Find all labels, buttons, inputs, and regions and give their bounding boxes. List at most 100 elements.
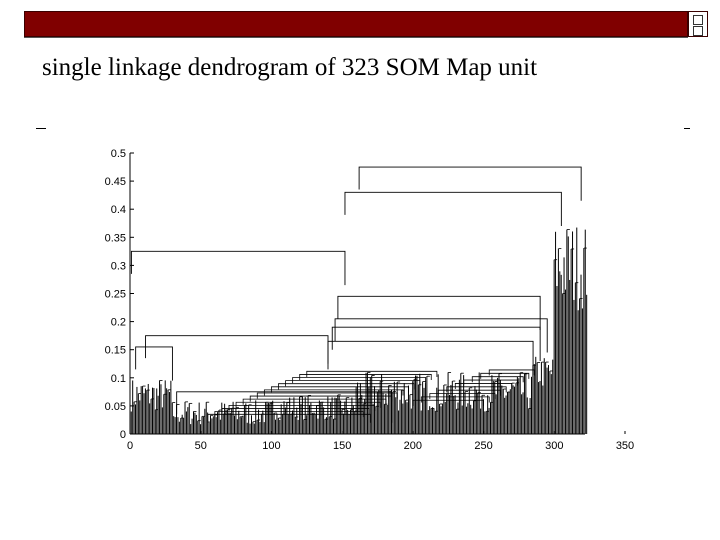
dendrogram-leaf [552, 359, 554, 434]
dendrogram-merge [463, 379, 518, 386]
dendrogram-leaf [518, 378, 520, 434]
dendrogram-leaf [576, 227, 578, 434]
dendrogram-leaf [420, 410, 422, 434]
dendrogram-leaf [277, 418, 279, 434]
dendrogram-leaf [522, 392, 524, 434]
dendrogram-leaf [557, 248, 559, 434]
dendrogram-leaf [170, 380, 172, 434]
dendrogram-leaf [284, 407, 286, 434]
dendrogram-leaf [194, 412, 196, 434]
dendrogram-leaf [525, 373, 527, 434]
dendrogram-leaf [136, 386, 138, 434]
dendrogram-leaf [311, 413, 313, 434]
dendrogram-leaf [154, 409, 156, 434]
dendrogram-leaf [260, 414, 262, 434]
dendrogram-leaf [549, 370, 551, 434]
dendrogram-leaf [184, 401, 186, 434]
dendrogram-leaf [406, 402, 408, 434]
dendrogram-leaf [475, 389, 477, 434]
dendrogram-leaf [392, 391, 394, 434]
dendrogram-leaf [432, 407, 434, 434]
y-tick-label: 0.45 [105, 176, 126, 188]
dendrogram-leaf [239, 416, 241, 434]
y-tick-label: 0.05 [105, 401, 126, 413]
dendrogram-merge [271, 386, 410, 393]
dendrogram-leaf [516, 376, 518, 434]
dendrogram-leaf [287, 413, 289, 434]
dendrogram-leaf [528, 408, 530, 434]
dendrogram-leaf [225, 409, 227, 434]
dendrogram-leaf [316, 405, 318, 434]
dendrogram-leaf [398, 410, 400, 434]
dendrogram-leaf [200, 424, 202, 434]
dendrogram-leaf [180, 418, 182, 434]
dendrogram-leaf [441, 403, 443, 434]
dendrogram-leaf [183, 418, 185, 434]
dendrogram-leaf [543, 358, 545, 434]
dendrogram-leaf [340, 400, 342, 434]
dendrogram-merge [214, 411, 364, 418]
dendrogram-leaf [563, 257, 565, 434]
dendrogram-leaf [515, 382, 517, 434]
dendrogram-leaf [292, 410, 293, 434]
dendrogram-leaf [409, 394, 411, 434]
dendrogram-leaf [364, 399, 366, 434]
dendrogram-leaf [142, 386, 144, 434]
dendrogram-leaf [195, 414, 197, 434]
dendrogram-leaf [385, 393, 387, 434]
dendrogram-leaf [381, 374, 383, 434]
dendrogram-leaf [569, 279, 571, 434]
dendrogram-leaf [294, 416, 296, 434]
dendrogram-leaf [426, 376, 428, 434]
dendrogram-leaf [403, 383, 405, 434]
dendrogram-leaf [577, 310, 579, 434]
dendrogram-leaf [480, 408, 482, 434]
dendrogram-leaf [217, 412, 219, 434]
dendrogram-leaf [324, 419, 326, 434]
dendrogram-leaf [304, 397, 306, 434]
dendrogram-leaf [330, 402, 332, 434]
dendrogram-leaf [132, 380, 134, 434]
dendrogram-leaf [185, 411, 187, 434]
dendrogram-leaf [436, 387, 438, 434]
dendrogram-merge [429, 393, 496, 400]
dendrogram-leaf [301, 396, 303, 434]
dendrogram-leaf [415, 375, 417, 434]
dendrogram-leaf [231, 408, 233, 434]
dendrogram-leaf [193, 411, 194, 434]
dendrogram-merge [235, 401, 381, 408]
dendrogram-leaf [224, 403, 226, 434]
dendrogram-leaf [553, 259, 555, 434]
dendrogram-leaf [197, 420, 199, 434]
dendrogram-leaf [289, 397, 291, 434]
dendrogram-leaf [485, 411, 487, 434]
dendrogram-merge [263, 389, 404, 396]
dendrogram-leaf [143, 393, 145, 434]
corner-square-icon [693, 15, 703, 25]
dendrogram-leaf [358, 398, 360, 434]
title-bar [24, 11, 688, 37]
x-tick-label: 100 [262, 440, 280, 452]
dendrogram-leaf [191, 418, 193, 434]
dendrogram-leaf [410, 408, 412, 434]
dendrogram-leaf [283, 401, 285, 434]
x-tick-label: 150 [333, 440, 351, 452]
dendrogram-leaf [514, 386, 516, 434]
dendrogram-leaf [366, 372, 368, 434]
dendrogram-leaf [492, 380, 494, 434]
dendrogram-leaf [270, 402, 272, 434]
dendrogram-leaf [344, 401, 346, 434]
dendrogram-leaf [412, 381, 414, 434]
dendrogram-leaf [348, 414, 350, 434]
dendrogram-leaf [497, 377, 499, 434]
dendrogram-leaf [482, 399, 484, 434]
dendrogram-leaf [299, 396, 301, 434]
dendrogram-leaf [443, 384, 445, 434]
x-tick-label: 200 [404, 440, 422, 452]
dendrogram-leaf [467, 403, 469, 434]
dendrogram-leaf [473, 400, 475, 434]
dendrogram-leaf [347, 409, 349, 434]
dendrogram-leaf [318, 400, 320, 434]
dendrogram-leaf [249, 423, 251, 434]
dendrogram-leaf [362, 403, 364, 434]
